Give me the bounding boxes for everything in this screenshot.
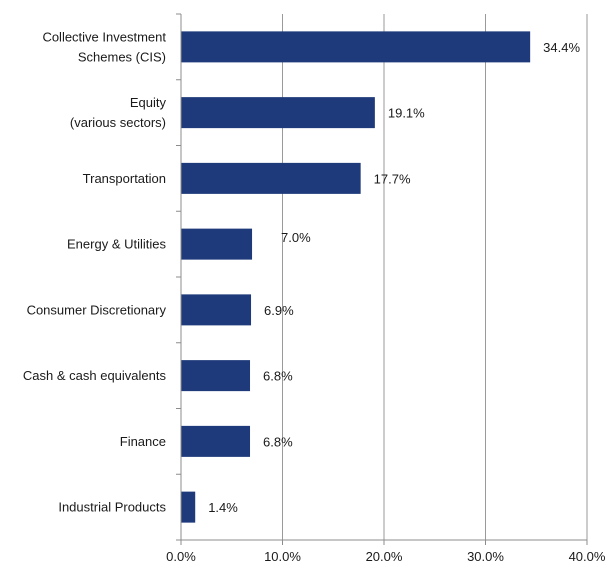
x-tick-label: 20.0% — [366, 549, 403, 564]
x-tick-label: 40.0% — [569, 549, 606, 564]
data-label: 6.9% — [264, 303, 294, 318]
data-label: 19.1% — [388, 106, 425, 121]
category-label: Collective Investment — [42, 29, 166, 44]
category-label: Finance — [120, 434, 166, 449]
category-label: Equity — [130, 95, 167, 110]
bar — [181, 31, 531, 63]
category-label: Transportation — [83, 171, 166, 186]
data-label: 17.7% — [374, 171, 411, 186]
x-tick-label: 30.0% — [467, 549, 504, 564]
category-label: Energy & Utilities — [67, 237, 166, 252]
axes — [176, 13, 588, 545]
bar — [181, 425, 251, 457]
x-tick-label: 10.0% — [264, 549, 301, 564]
bar — [181, 294, 252, 326]
data-label: 1.4% — [208, 500, 238, 515]
category-label: Schemes (CIS) — [78, 49, 166, 64]
category-label: Cash & cash equivalents — [23, 368, 167, 383]
bar — [181, 97, 375, 129]
x-tick-label: 0.0% — [166, 549, 196, 564]
data-label: 34.4% — [543, 40, 580, 55]
gridlines — [282, 14, 588, 540]
bar — [181, 360, 251, 392]
bar — [181, 162, 361, 194]
data-label: 6.8% — [263, 434, 293, 449]
bar — [181, 491, 196, 523]
bars — [181, 31, 531, 523]
bar — [181, 228, 253, 260]
category-label: Industrial Products — [58, 500, 166, 515]
data-label: 7.0% — [281, 230, 311, 245]
category-label: Consumer Discretionary — [27, 302, 167, 317]
labels: 0.0% 10.0% 20.0% 30.0% 40.0% 34.4% Collective … — [23, 29, 606, 564]
data-label: 6.8% — [263, 369, 293, 384]
category-label: (various sectors) — [70, 115, 166, 130]
